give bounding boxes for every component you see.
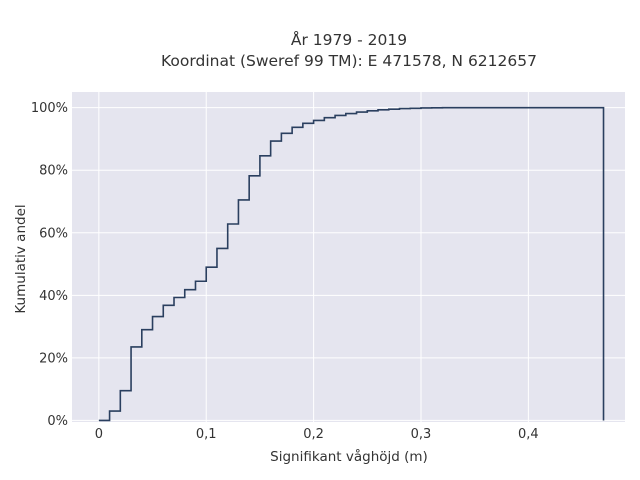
plot-background [72,92,625,422]
y-tick-label: 80% [39,164,68,179]
x-tick-label: 0,4 [518,427,539,442]
chart-title-line-2: Koordinat (Sweref 99 TM): E 471578, N 62… [161,52,537,70]
x-tick-label: 0,1 [196,427,217,442]
grid [72,92,625,422]
y-tick-label: 60% [39,226,68,241]
y-axis-title: Kumulativ andel [13,204,29,313]
chart-title-line-1: År 1979 - 2019 [291,30,407,49]
x-axis-title: Signifikant våghöjd (m) [270,448,428,465]
y-tick-label: 40% [39,289,68,304]
x-tick-label: 0 [95,427,103,442]
x-tick-label: 0,3 [411,427,432,442]
tick-labels: 0 0,1 0,2 0,3 0,4 0% 20% 40% 60% 80% 100% [31,101,539,442]
x-tick-label: 0,2 [303,427,324,442]
y-tick-label: 0% [47,414,68,429]
y-tick-label: 100% [31,101,68,116]
cdf-step-line [98,106,605,422]
y-tick-label: 20% [39,351,68,366]
